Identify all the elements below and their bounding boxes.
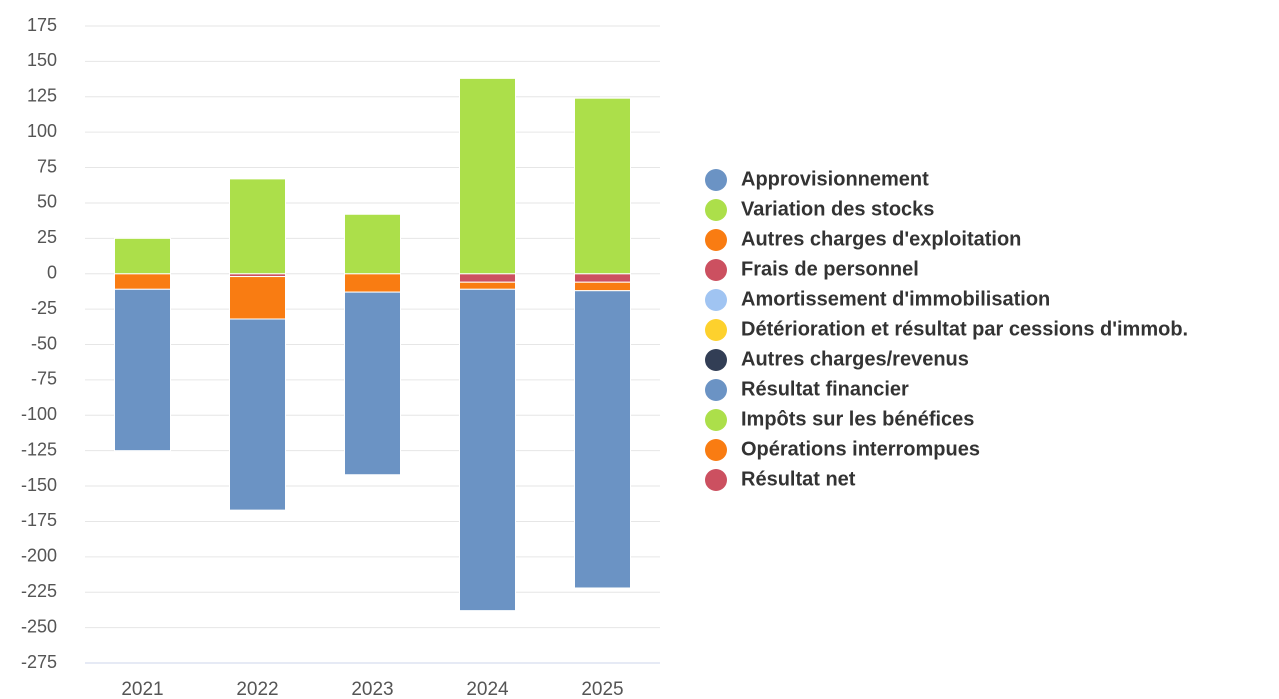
y-tick-label: -200 [21, 546, 57, 566]
y-tick-label: 50 [37, 192, 57, 212]
bar-segment [114, 273, 171, 290]
x-tick-label: 2021 [121, 679, 163, 699]
bar-segment [574, 97, 631, 275]
bar-segment [574, 281, 631, 292]
legend-label: Autres charges d'exploitation [741, 228, 1021, 250]
y-tick-label: 125 [27, 86, 57, 106]
y-tick-label: 100 [27, 121, 57, 141]
bar-segment [229, 318, 286, 511]
bar-segment [229, 276, 286, 320]
y-tick-label: 25 [37, 227, 57, 247]
legend-label: Autres charges/revenus [741, 348, 969, 370]
bar-segment [459, 77, 516, 275]
legend-marker [705, 199, 727, 221]
bar-segment [344, 291, 401, 476]
legend-marker [705, 169, 727, 191]
legend-label: Résultat financier [741, 378, 909, 400]
bar-segment [229, 178, 286, 275]
legend-marker [705, 439, 727, 461]
legend-marker [705, 229, 727, 251]
y-tick-label: 175 [27, 15, 57, 35]
y-tick-label: -75 [31, 369, 57, 389]
y-tick-label: -175 [21, 510, 57, 530]
legend-label: Impôts sur les bénéfices [741, 408, 974, 430]
y-tick-label: -50 [31, 333, 57, 353]
legend-label: Détérioration et résultat par cessions d… [741, 318, 1188, 340]
y-tick-label: -150 [21, 475, 57, 495]
y-tick-label: -250 [21, 616, 57, 636]
y-tick-label: 0 [47, 262, 57, 282]
y-tick-label: -25 [31, 298, 57, 318]
y-tick-label: 150 [27, 50, 57, 70]
legend-label: Frais de personnel [741, 258, 919, 280]
bar-segment [459, 288, 516, 612]
bar-segment [344, 273, 401, 293]
y-tick-label: 75 [37, 156, 57, 176]
x-tick-label: 2024 [466, 679, 509, 699]
x-tick-label: 2022 [236, 679, 278, 699]
bar-segment [344, 213, 401, 275]
legend-marker [705, 259, 727, 281]
legend-marker [705, 379, 727, 401]
y-tick-label: -225 [21, 581, 57, 601]
legend-label: Approvisionnement [741, 168, 929, 190]
legend-label: Variation des stocks [741, 198, 934, 220]
bar-segment [459, 281, 516, 290]
legend-marker [705, 469, 727, 491]
legend-label: Amortissement d'immobilisation [741, 288, 1050, 310]
x-tick-label: 2025 [581, 679, 623, 699]
y-tick-label: -125 [21, 439, 57, 459]
y-tick-label: -100 [21, 404, 57, 424]
legend-label: Résultat net [741, 468, 856, 490]
bar-segment [574, 290, 631, 589]
legend-marker [705, 409, 727, 431]
x-tick-label: 2023 [351, 679, 393, 699]
legend-marker [705, 349, 727, 371]
legend-marker [705, 289, 727, 311]
bar-segment [114, 288, 171, 452]
legend-marker [705, 319, 727, 341]
bar-segment [574, 273, 631, 283]
legend-label: Opérations interrompues [741, 438, 980, 460]
y-tick-label: -275 [21, 652, 57, 672]
bar-segment [114, 237, 171, 275]
bar-segment [459, 273, 516, 283]
